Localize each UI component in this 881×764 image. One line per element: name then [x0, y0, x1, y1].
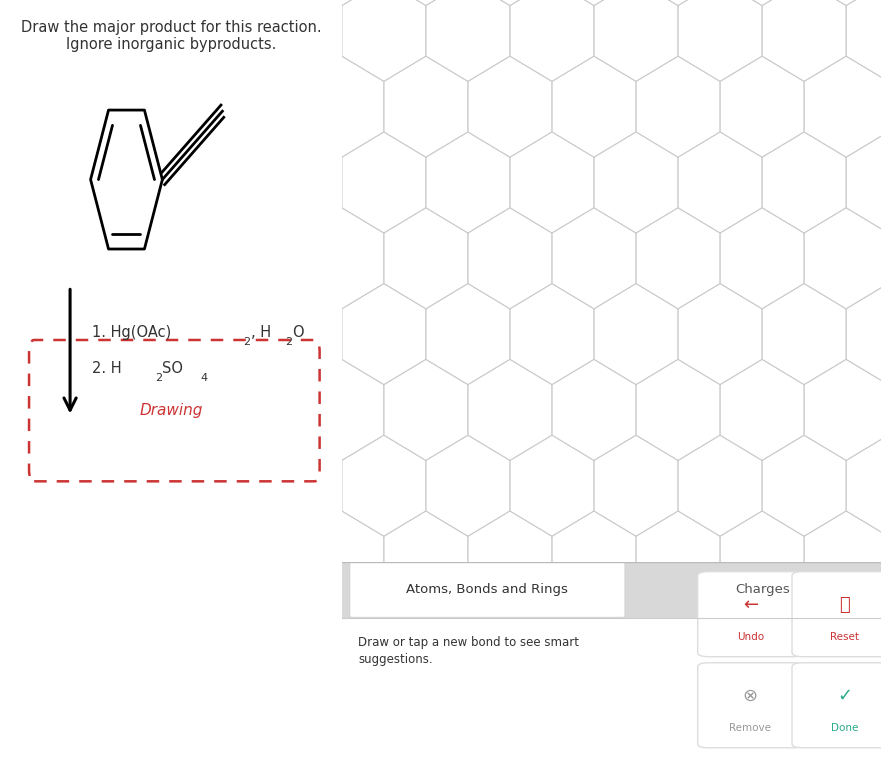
- Text: Done: Done: [831, 724, 858, 733]
- Text: Ignore inorganic byproducts.: Ignore inorganic byproducts.: [66, 37, 276, 52]
- Text: 2. H: 2. H: [93, 361, 122, 376]
- Text: , H: , H: [251, 325, 271, 340]
- Text: Undo: Undo: [737, 633, 764, 643]
- Text: ←: ←: [743, 596, 758, 614]
- FancyBboxPatch shape: [698, 662, 803, 748]
- FancyBboxPatch shape: [698, 571, 803, 657]
- Text: SO: SO: [162, 361, 183, 376]
- FancyBboxPatch shape: [792, 662, 881, 748]
- Text: 2: 2: [156, 373, 163, 384]
- Text: Drawing: Drawing: [139, 403, 203, 418]
- Text: Charges: Charges: [735, 584, 789, 597]
- FancyBboxPatch shape: [350, 561, 625, 617]
- Text: Remove: Remove: [729, 724, 771, 733]
- Text: Reset: Reset: [830, 633, 859, 643]
- FancyBboxPatch shape: [792, 571, 881, 657]
- Text: 4: 4: [200, 373, 207, 384]
- Bar: [342, 562, 881, 618]
- Text: Draw the major product for this reaction.: Draw the major product for this reaction…: [20, 20, 322, 35]
- Text: O: O: [292, 325, 304, 340]
- Text: 1. Hg(OAc): 1. Hg(OAc): [93, 325, 172, 340]
- Text: ⬛: ⬛: [840, 596, 850, 614]
- Text: 2: 2: [285, 337, 292, 348]
- Text: ⊗: ⊗: [743, 687, 758, 705]
- Text: Draw or tap a new bond to see smart
suggestions.: Draw or tap a new bond to see smart sugg…: [358, 636, 579, 665]
- Text: Atoms, Bonds and Rings: Atoms, Bonds and Rings: [406, 584, 568, 597]
- Text: ✓: ✓: [837, 687, 852, 705]
- Text: 2: 2: [242, 337, 250, 348]
